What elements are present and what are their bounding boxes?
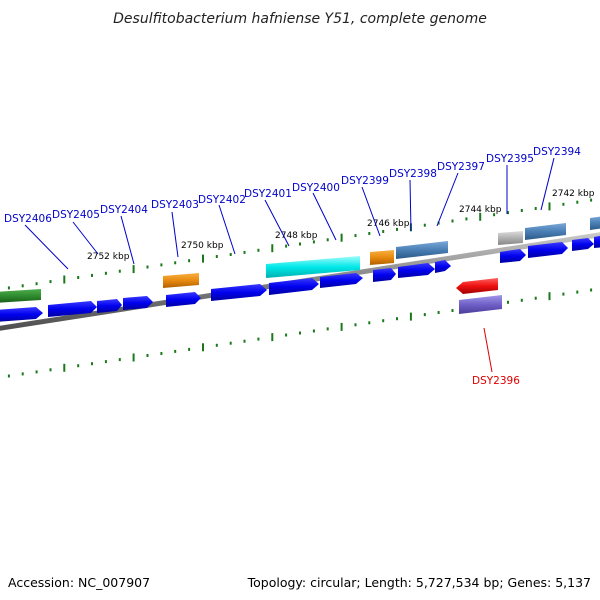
inner-tick-ring [7, 288, 593, 378]
feature-bar-cyan[interactable] [266, 256, 360, 278]
genome-stats-text: Topology: circular; Length: 5,727,534 bp… [247, 575, 591, 590]
gene-label[interactable]: DSY2394 [533, 146, 581, 158]
gene-arrow[interactable] [97, 299, 122, 313]
feature-bar-orange[interactable] [163, 273, 199, 288]
kbp-label: 2746 kbp [367, 219, 410, 229]
gene-label-reverse[interactable]: DSY2396 [472, 375, 520, 387]
gene-arrow[interactable] [320, 273, 363, 288]
gene-label[interactable]: DSY2405 [52, 209, 100, 221]
gene-label[interactable]: DSY2397 [437, 161, 485, 173]
kbp-label: 2744 kbp [459, 205, 502, 215]
gene-arrow[interactable] [48, 301, 97, 317]
gene-arrow[interactable] [398, 263, 435, 278]
gene-arrow[interactable] [373, 268, 396, 282]
kbp-label: 2742 kbp [552, 189, 595, 199]
feature-bar-orange[interactable] [370, 250, 394, 265]
gene-label[interactable]: DSY2404 [100, 204, 148, 216]
gene-arrow[interactable] [500, 249, 526, 263]
gene-arrow[interactable] [211, 284, 267, 301]
gene-arrow[interactable] [594, 235, 600, 248]
gene-arrow[interactable] [435, 260, 451, 273]
gene-arrow[interactable] [0, 307, 43, 322]
kbp-label: 2750 kbp [181, 241, 224, 251]
accession-text: Accession: NC_007907 [8, 575, 150, 590]
gene-label[interactable]: DSY2399 [341, 175, 389, 187]
label-leader-reverse [483, 327, 493, 373]
gene-arrow[interactable] [528, 242, 568, 258]
feature-bar-gray[interactable] [498, 231, 523, 245]
gene-label[interactable]: DSY2403 [151, 199, 199, 211]
gene-arrow[interactable] [123, 296, 153, 310]
feature-bar-green[interactable] [0, 289, 41, 303]
gene-arrow[interactable] [166, 292, 201, 307]
gene-label[interactable]: DSY2395 [486, 153, 534, 165]
gene-arrow[interactable] [269, 278, 319, 295]
gene-label[interactable]: DSY2398 [389, 168, 437, 180]
reverse-genes [456, 278, 502, 314]
gene-label[interactable]: DSY2401 [244, 188, 292, 200]
gene-label[interactable]: DSY2400 [292, 182, 340, 194]
gene-label[interactable]: DSY2406 [4, 213, 52, 225]
kbp-label: 2748 kbp [275, 231, 318, 241]
feature-bar-steel[interactable] [590, 216, 600, 230]
reverse-gene-arrow[interactable] [456, 278, 498, 294]
gene-arrow[interactable] [572, 238, 594, 251]
kbp-label: 2752 kbp [87, 252, 130, 262]
feature-bars [0, 216, 600, 303]
forward-genes [0, 235, 600, 322]
label-leaders [24, 157, 555, 270]
feature-bar-steel[interactable] [525, 223, 566, 240]
feature-bar-purple[interactable] [459, 295, 502, 314]
gene-label[interactable]: DSY2402 [198, 194, 246, 206]
map-title: Desulfitobacterium hafniense Y51, comple… [113, 11, 487, 27]
feature-bar-steel[interactable] [396, 241, 448, 259]
